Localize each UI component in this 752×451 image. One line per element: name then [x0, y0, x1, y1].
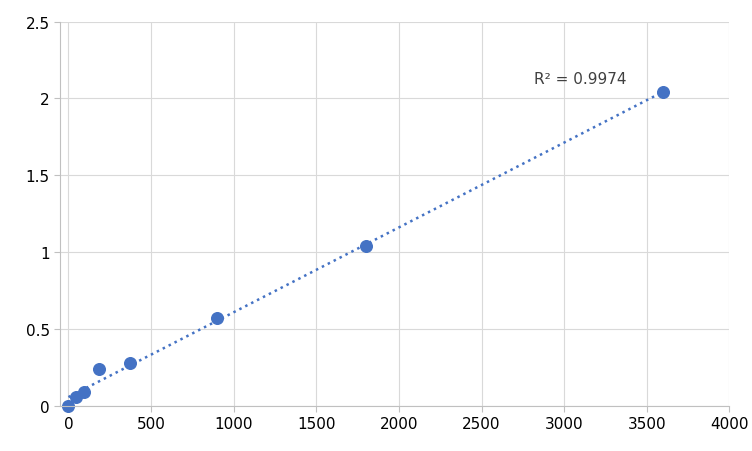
Point: [657, 89, 669, 97]
Point: [93, 365, 105, 373]
Point: [62, 402, 74, 410]
Point: [360, 243, 372, 250]
Point: [70, 393, 82, 400]
Point: [124, 359, 136, 367]
Point: [78, 388, 90, 396]
Text: R² = 0.9974: R² = 0.9974: [535, 72, 627, 87]
Point: [211, 315, 223, 322]
